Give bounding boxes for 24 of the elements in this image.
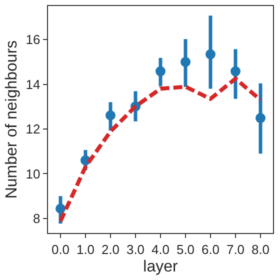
x-tick-label: 7.0: [226, 242, 245, 257]
x-axis-title: layer: [143, 258, 179, 276]
line-series: [58, 76, 262, 224]
y-tick-label: 8: [32, 211, 40, 226]
point: [106, 110, 116, 120]
y-tick-label: 10: [26, 166, 40, 182]
x-tick-label: 6.0: [201, 242, 220, 257]
y-axis-title: Number of neighbours: [4, 40, 21, 199]
x-tick-label: 1.0: [76, 242, 95, 257]
y-tick-label: 14: [26, 76, 40, 92]
x-tick-label: 2.0: [101, 242, 120, 257]
y-tick-label: 16: [26, 32, 40, 48]
x-tick-label: 5.0: [176, 242, 195, 257]
point: [256, 113, 266, 124]
x-tick-label: 4.0: [151, 242, 170, 257]
x-tick-label: 3.0: [126, 242, 145, 257]
point: [230, 66, 240, 76]
point: [56, 204, 66, 214]
x-tick-label: 0.0: [51, 242, 70, 257]
x-tick-label: 8.0: [251, 242, 270, 257]
point: [206, 49, 216, 60]
point: [156, 66, 166, 76]
y-tick-label: 12: [26, 122, 40, 137]
point: [180, 56, 190, 67]
